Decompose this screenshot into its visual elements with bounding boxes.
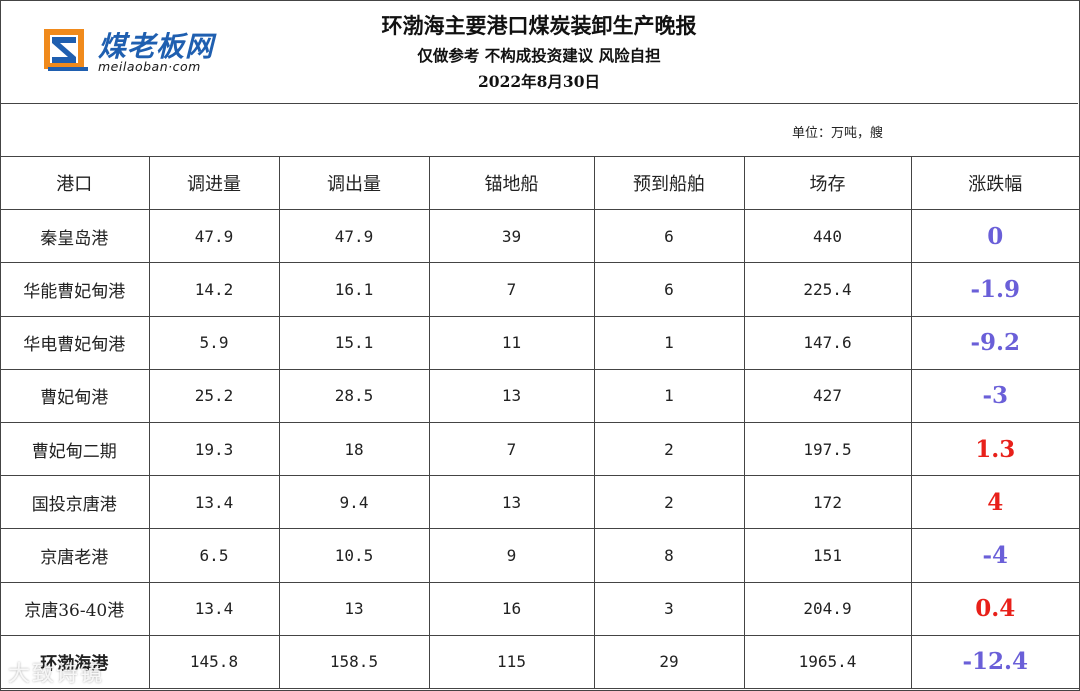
cell-anchored-ships: 7	[428, 262, 595, 317]
table-row: 曹妃甸二期 19.3 18 7 2 197.5 1.3	[0, 421, 1079, 477]
cell-expected-ships: 6	[593, 209, 745, 264]
cell-change: -9.2	[910, 315, 1079, 370]
watermark: 大致诗镜	[8, 662, 105, 687]
logo-domain: meilaoban·com	[98, 59, 201, 74]
cell-outbound: 13	[278, 581, 430, 636]
cell-port: 华电曹妃甸港	[0, 315, 150, 370]
cell-expected-ships: 2	[593, 475, 745, 530]
report-disclaimer: 仅做参考 不构成投资建议 风险自担	[417, 46, 661, 65]
logo-mark-icon	[44, 29, 88, 71]
cell-expected-ships: 6	[593, 262, 745, 317]
cell-anchored-ships: 13	[428, 368, 595, 423]
cell-port: 国投京唐港	[0, 475, 150, 530]
cell-anchored-ships: 16	[428, 581, 595, 636]
report-title: 环渤海主要港口煤炭装卸生产晚报	[381, 13, 697, 38]
cell-inbound: 25.2	[148, 368, 280, 423]
cell-change: 0	[910, 209, 1079, 264]
cell-change: -12.4	[910, 634, 1079, 689]
cell-stock: 225.4	[743, 262, 912, 317]
cell-inbound: 19.3	[148, 421, 280, 477]
cell-anchored-ships: 11	[428, 315, 595, 370]
cell-stock: 1965.4	[743, 634, 912, 689]
cell-stock: 147.6	[743, 315, 912, 370]
cell-change: 4	[910, 475, 1079, 530]
cell-inbound: 13.4	[148, 581, 280, 636]
logo-text: 煤老板网	[98, 30, 215, 63]
cell-stock: 197.5	[743, 421, 912, 477]
unit-row: 单位：万吨，艘	[0, 103, 1078, 157]
header-inbound: 调进量	[148, 155, 280, 211]
header-port: 港口	[0, 155, 150, 211]
cell-change: 0.4	[910, 581, 1079, 636]
cell-inbound: 14.2	[148, 262, 280, 317]
cell-anchored-ships: 13	[428, 475, 595, 530]
table-header-row: 港口 调进量 调出量 锚地船 预到船舶 场存 涨跌幅	[0, 155, 1079, 211]
cell-outbound: 9.4	[278, 475, 430, 530]
cell-stock: 172	[743, 475, 912, 530]
table-row: 曹妃甸港 25.2 28.5 13 1 427 -3	[0, 368, 1079, 423]
cell-expected-ships: 29	[593, 634, 745, 689]
table-row: 国投京唐港 13.4 9.4 13 2 172 4	[0, 475, 1079, 530]
cell-port: 秦皇岛港	[0, 209, 150, 264]
cell-inbound: 5.9	[148, 315, 280, 370]
cell-port: 京唐老港	[0, 528, 150, 583]
cell-inbound: 6.5	[148, 528, 280, 583]
unit-label: 单位：万吨，艘	[792, 126, 884, 141]
cell-change: -1.9	[910, 262, 1079, 317]
cell-outbound: 15.1	[278, 315, 430, 370]
table-row: 环渤海港 145.8 158.5 115 29 1965.4 -12.4	[0, 634, 1079, 689]
cell-outbound: 158.5	[278, 634, 430, 689]
cell-outbound: 28.5	[278, 368, 430, 423]
cell-expected-ships: 2	[593, 421, 745, 477]
cell-anchored-ships: 9	[428, 528, 595, 583]
report-header: 煤老板网 meilaoban·com 环渤海主要港口煤炭装卸生产晚报 仅做参考 …	[0, 0, 1078, 104]
cell-port: 曹妃甸港	[0, 368, 150, 423]
cell-inbound: 47.9	[148, 209, 280, 264]
cell-outbound: 18	[278, 421, 430, 477]
cell-inbound: 145.8	[148, 634, 280, 689]
cell-anchored-ships: 39	[428, 209, 595, 264]
cell-inbound: 13.4	[148, 475, 280, 530]
table-row: 华电曹妃甸港 5.9 15.1 11 1 147.6 -9.2	[0, 315, 1079, 370]
port-data-table: 港口 调进量 调出量 锚地船 预到船舶 场存 涨跌幅 秦皇岛港 47.9 47.9 3…	[0, 155, 1079, 689]
cell-expected-ships: 1	[593, 315, 745, 370]
cell-port: 曹妃甸二期	[0, 421, 150, 477]
cell-expected-ships: 1	[593, 368, 745, 423]
table-row: 京唐36-40港 13.4 13 16 3 204.9 0.4	[0, 581, 1079, 636]
cell-expected-ships: 3	[593, 581, 745, 636]
cell-port: 京唐36-40港	[0, 581, 150, 636]
cell-port: 华能曹妃甸港	[0, 262, 150, 317]
header-anchored-ships: 锚地船	[428, 155, 595, 211]
cell-anchored-ships: 7	[428, 421, 595, 477]
cell-stock: 440	[743, 209, 912, 264]
cell-change: -4	[910, 528, 1079, 583]
cell-outbound: 10.5	[278, 528, 430, 583]
header-expected-ships: 预到船舶	[593, 155, 745, 211]
cell-expected-ships: 8	[593, 528, 745, 583]
cell-stock: 427	[743, 368, 912, 423]
cell-stock: 204.9	[743, 581, 912, 636]
table-row: 秦皇岛港 47.9 47.9 39 6 440 0	[0, 209, 1079, 264]
brand-logo: 煤老板网 meilaoban·com	[40, 25, 260, 75]
cell-anchored-ships: 115	[428, 634, 595, 689]
cell-stock: 151	[743, 528, 912, 583]
table-row: 京唐老港 6.5 10.5 9 8 151 -4	[0, 528, 1079, 583]
header-stock: 场存	[743, 155, 912, 211]
cell-change: 1.3	[910, 421, 1079, 477]
cell-change: -3	[910, 368, 1079, 423]
header-outbound: 调出量	[278, 155, 430, 211]
cell-outbound: 47.9	[278, 209, 430, 264]
table-row: 华能曹妃甸港 14.2 16.1 7 6 225.4 -1.9	[0, 262, 1079, 317]
report-date: 2022年8月30日	[478, 72, 600, 91]
cell-outbound: 16.1	[278, 262, 430, 317]
header-change: 涨跌幅	[910, 155, 1079, 211]
